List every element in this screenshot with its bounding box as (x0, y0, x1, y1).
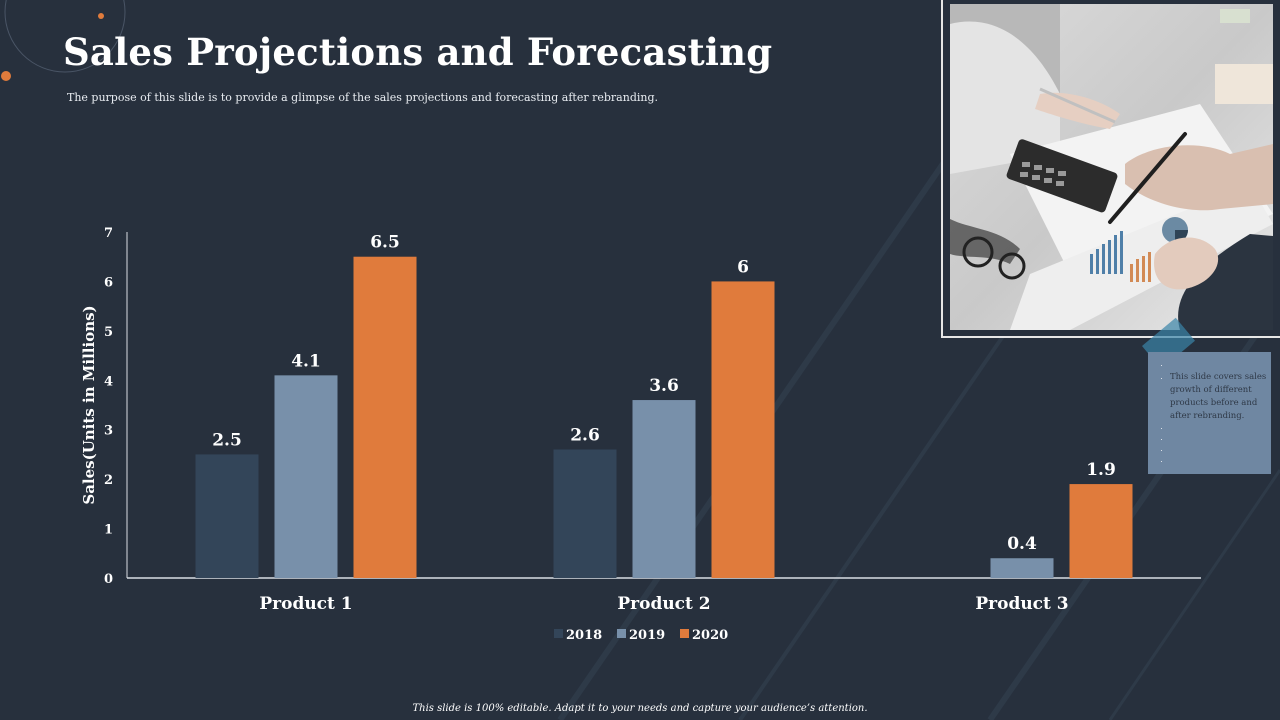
bar (632, 400, 696, 578)
legend-label: 2018 (566, 628, 602, 643)
y-tick-label: 1 (104, 523, 113, 538)
bar (990, 558, 1054, 578)
business-desk-photo (950, 4, 1273, 330)
slide-title: Sales Projections and Forecasting (63, 30, 773, 74)
bar (195, 454, 259, 578)
slide-footer: This slide is 100% editable. Adapt it to… (412, 703, 868, 714)
category-label: Product 3 (975, 594, 1068, 614)
y-tick-label: 2 (104, 473, 113, 488)
legend-swatch (680, 629, 689, 638)
slide-subtitle: The purpose of this slide is to provide … (67, 91, 659, 104)
bar-data-label: 3.6 (649, 376, 679, 396)
note-item: This slide covers sales growth of differ… (1170, 371, 1267, 423)
bar (711, 281, 775, 578)
bar-data-label: 1.9 (1086, 460, 1116, 480)
note-list: This slide covers sales growth of differ… (1154, 360, 1267, 467)
legend-swatch (617, 629, 626, 638)
photo-frame (941, 0, 1280, 338)
bar-data-label: 2.6 (570, 425, 600, 445)
category-label: Product 2 (617, 594, 710, 614)
note-box: This slide covers sales growth of differ… (1148, 352, 1271, 474)
y-tick-label: 3 (104, 424, 113, 439)
bar (274, 375, 338, 578)
y-tick-label: 6 (104, 275, 113, 290)
bar-data-label: 4.1 (291, 351, 321, 371)
y-axis-title: Sales(Units in Millions) (80, 305, 98, 504)
legend-label: 2020 (692, 628, 728, 643)
bar-data-label: 2.5 (212, 430, 242, 450)
bar (1069, 484, 1133, 578)
legend-swatch (554, 629, 563, 638)
y-tick-label: 4 (104, 374, 113, 389)
bar (353, 256, 417, 578)
bar-data-label: 6 (737, 257, 749, 277)
bar-data-label: 0.4 (1007, 534, 1037, 554)
category-label: Product 1 (259, 594, 352, 614)
y-tick-label: 0 (104, 572, 113, 587)
y-tick-label: 5 (104, 325, 113, 340)
bar (553, 449, 617, 578)
bar-data-label: 6.5 (370, 233, 400, 253)
y-tick-label: 7 (104, 226, 113, 241)
corner-decoration (1, 0, 126, 81)
legend-label: 2019 (629, 628, 665, 643)
